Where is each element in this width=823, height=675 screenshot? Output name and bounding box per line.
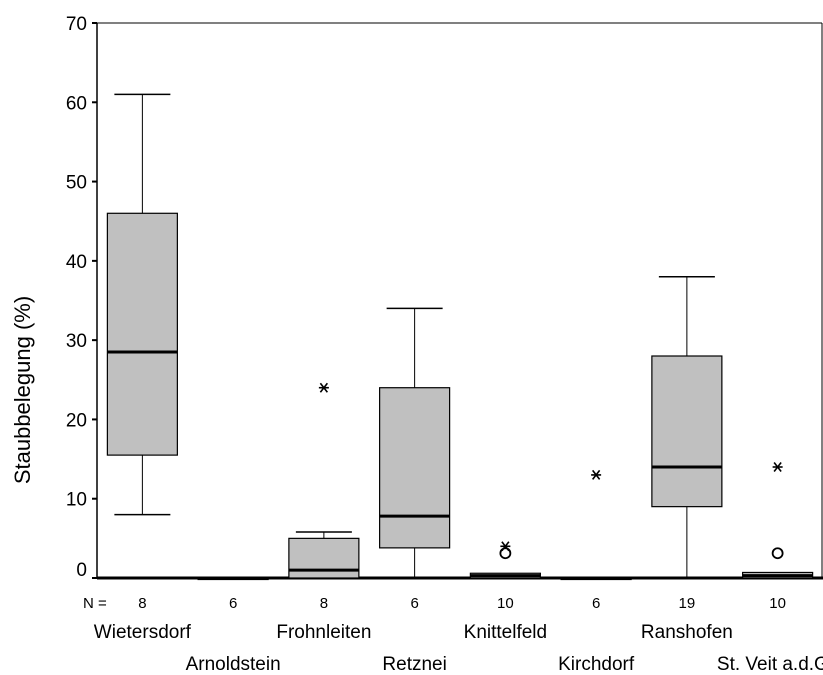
n-label: N = <box>83 595 107 612</box>
category-label-4: Retznei <box>382 654 446 675</box>
n-count-6: 6 <box>592 595 600 612</box>
extreme-marker <box>772 462 783 472</box>
category-label-3: Frohnleiten <box>276 622 371 643</box>
iqr-box <box>288 537 360 579</box>
star-stroke <box>319 382 329 393</box>
n-count-1: 8 <box>138 595 146 612</box>
category-labels: 8 Wietersdorf 6 Arnoldstein 8 Frohnleiten 6 Ret… <box>94 595 823 675</box>
n-count-2: 6 <box>229 595 237 612</box>
outlier-marker <box>771 547 784 560</box>
box-7 <box>651 275 723 579</box>
y-tick-label: 0 <box>76 560 87 581</box>
star-stroke <box>773 462 782 472</box>
y-tick-label: 40 <box>66 252 87 273</box>
iqr-box <box>379 387 451 549</box>
y-tick-label: 50 <box>66 173 87 194</box>
box-4 <box>379 307 451 579</box>
n-count-7: 19 <box>679 595 696 612</box>
box-6 <box>560 469 632 581</box>
box-5 <box>469 541 541 579</box>
y-tick-label: 60 <box>66 93 87 114</box>
extreme-marker <box>318 382 329 393</box>
category-label-6: Kirchdorf <box>558 654 635 675</box>
category-label-5: Knittelfeld <box>464 622 547 643</box>
y-axis-label: Staubbelegung (%) <box>10 296 35 484</box>
y-axis: 0 10 20 30 40 50 60 70 <box>66 14 97 581</box>
category-label-7: Ranshofen <box>641 622 733 643</box>
extreme-marker <box>500 541 511 552</box>
box-8 <box>742 462 814 579</box>
n-count-3: 8 <box>320 595 328 612</box>
n-count-5: 10 <box>497 595 514 612</box>
star-stroke <box>591 469 601 480</box>
iqr-box <box>651 355 723 508</box>
box-2 <box>197 576 269 581</box>
box-series <box>106 93 814 581</box>
n-count-8: 10 <box>769 595 786 612</box>
category-label-1: Wietersdorf <box>94 622 192 643</box>
extreme-marker <box>591 469 602 480</box>
y-tick-label: 20 <box>66 410 87 431</box>
box-3 <box>288 382 360 579</box>
y-tick-label: 30 <box>66 331 87 352</box>
category-label-2: Arnoldstein <box>186 654 281 675</box>
y-tick-label: 70 <box>66 14 87 35</box>
iqr-box <box>106 212 178 456</box>
y-tick-label: 10 <box>66 490 87 511</box>
box-1 <box>106 93 178 516</box>
n-count-4: 6 <box>410 595 418 612</box>
category-label-8: St. Veit a.d.Gl. <box>717 654 823 675</box>
star-stroke <box>501 541 510 552</box>
